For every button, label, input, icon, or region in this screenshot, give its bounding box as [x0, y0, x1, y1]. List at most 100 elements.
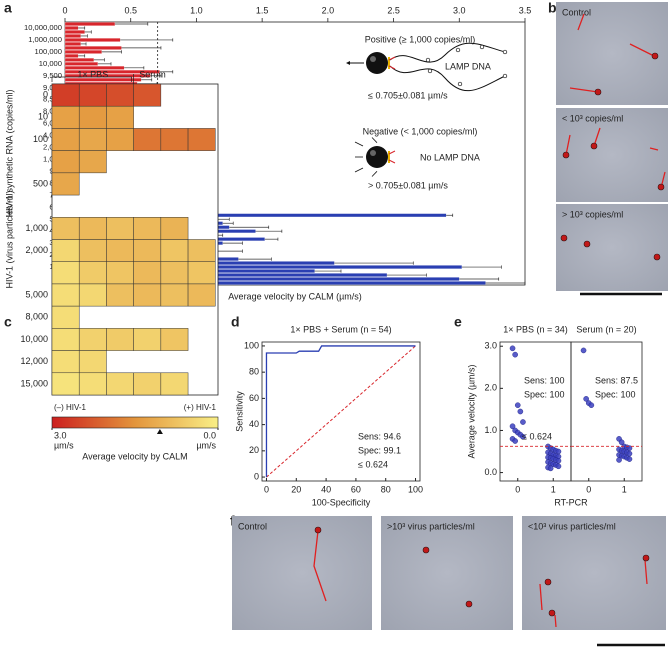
- y-axis-label: Sensitivity: [234, 391, 244, 432]
- heat-cell: [106, 217, 134, 240]
- heat-cell: [160, 261, 189, 285]
- dna-bead: [425, 57, 431, 63]
- image-label: > 10³ copies/ml: [562, 209, 623, 219]
- heat-cell: [133, 372, 162, 396]
- dna-bead: [427, 68, 433, 74]
- scissors: [388, 56, 396, 70]
- data-point: [509, 423, 516, 430]
- heat-cell: [133, 83, 162, 107]
- heat-cell: [187, 261, 216, 285]
- data-point: [626, 450, 633, 457]
- x-tick-label: 1.5: [256, 5, 269, 15]
- heat-cell: [160, 328, 189, 351]
- bar: [64, 22, 116, 26]
- heat-cell: [187, 128, 216, 151]
- row-label: 500: [33, 178, 48, 188]
- particle: [590, 142, 598, 150]
- y-tick-label: 2.0: [484, 383, 497, 393]
- y-tick-label: 1.0: [484, 425, 497, 435]
- row-label: 15,000: [20, 378, 48, 388]
- colorbar-tick-label: 0.0: [203, 430, 216, 440]
- y-tick-label: 3.0: [484, 341, 497, 351]
- heat-cell: [160, 239, 189, 262]
- row-label: 2,000: [25, 245, 48, 255]
- micrograph: [381, 516, 513, 630]
- heat-cell: [133, 261, 162, 285]
- heat-cell: [78, 372, 107, 396]
- x-tick-label: 1.0: [190, 5, 203, 15]
- x-tick-label: 0: [264, 484, 269, 494]
- row-label: 10: [38, 112, 48, 122]
- heat-cell: [106, 261, 134, 285]
- image-label: Control: [238, 521, 267, 531]
- particle: [562, 151, 570, 159]
- data-point: [514, 402, 521, 408]
- subplot-title: 1× PBS (n = 34): [503, 324, 568, 334]
- data-point: [626, 456, 633, 462]
- bar: [64, 62, 98, 66]
- particle: [583, 240, 591, 248]
- particle: [657, 183, 665, 191]
- trajectory: [569, 87, 599, 93]
- micrograph: [232, 516, 372, 630]
- motion-arrow: [354, 167, 364, 173]
- y-tick-label: 60: [249, 393, 259, 403]
- x-tick-label: 2.5: [387, 5, 400, 15]
- y-axis-label: HIV-1 synthetic RNA (copies/ml): [4, 89, 14, 217]
- trajectory: [577, 13, 585, 31]
- threshold-label: ≤ 0.624: [522, 432, 552, 442]
- annotation: ≤ 0.624: [358, 459, 388, 469]
- heat-cell: [133, 328, 162, 351]
- heat-cell: [133, 239, 162, 262]
- bar: [64, 26, 79, 30]
- panel-letter: c: [4, 314, 12, 330]
- particle: [560, 234, 568, 242]
- arrow-head: [346, 61, 350, 65]
- heat-cell: [51, 328, 80, 351]
- trajectory: [629, 43, 655, 57]
- bar: [64, 54, 79, 58]
- bar: [64, 66, 125, 70]
- annotation: ≤ 0.705±0.081 µm/s: [368, 90, 448, 100]
- heat-cell: [106, 239, 134, 262]
- trajectory: [554, 614, 557, 628]
- micrograph: [556, 108, 668, 202]
- particle: [548, 609, 556, 617]
- colorbar-end-label: (+) HIV-1: [184, 403, 217, 412]
- bar: [64, 42, 81, 46]
- bead: [366, 52, 388, 74]
- heat-cell: [160, 283, 189, 307]
- data-point: [626, 445, 633, 451]
- bead: [370, 56, 376, 62]
- annotation: Sens: 94.6: [358, 431, 401, 441]
- colorbar-unit: µm/s: [54, 440, 74, 450]
- particle: [465, 600, 473, 608]
- data-point: [512, 438, 518, 444]
- subplot-title: Serum (n = 20): [576, 324, 636, 334]
- x-tick-label: 0: [586, 484, 591, 494]
- x-tick-label: 1: [622, 484, 627, 494]
- bar: [64, 34, 81, 38]
- panel-letter: a: [4, 0, 12, 16]
- column-group-label: Serum: [139, 69, 166, 79]
- row-label: 8,000: [25, 312, 48, 322]
- heat-cell: [133, 128, 162, 151]
- heat-cell: [160, 217, 189, 240]
- heat-cell: [106, 328, 134, 351]
- heat-cell: [106, 83, 134, 107]
- linker: [388, 151, 390, 163]
- y-tick-label: 1,000,000: [28, 35, 62, 44]
- dna-bead: [455, 47, 461, 53]
- x-tick-label: 20: [291, 484, 301, 494]
- heat-cell: [78, 239, 107, 262]
- data-point: [588, 402, 595, 408]
- particle: [422, 546, 430, 554]
- scissors: [388, 150, 396, 164]
- roc-curve: [265, 345, 416, 478]
- heat-cell: [106, 128, 134, 151]
- trajectory: [644, 559, 648, 585]
- data-point: [555, 463, 562, 470]
- colorbar-unit: µm/s: [196, 440, 216, 450]
- y-tick-label: 10,000,000: [24, 23, 62, 32]
- bar: [64, 50, 102, 54]
